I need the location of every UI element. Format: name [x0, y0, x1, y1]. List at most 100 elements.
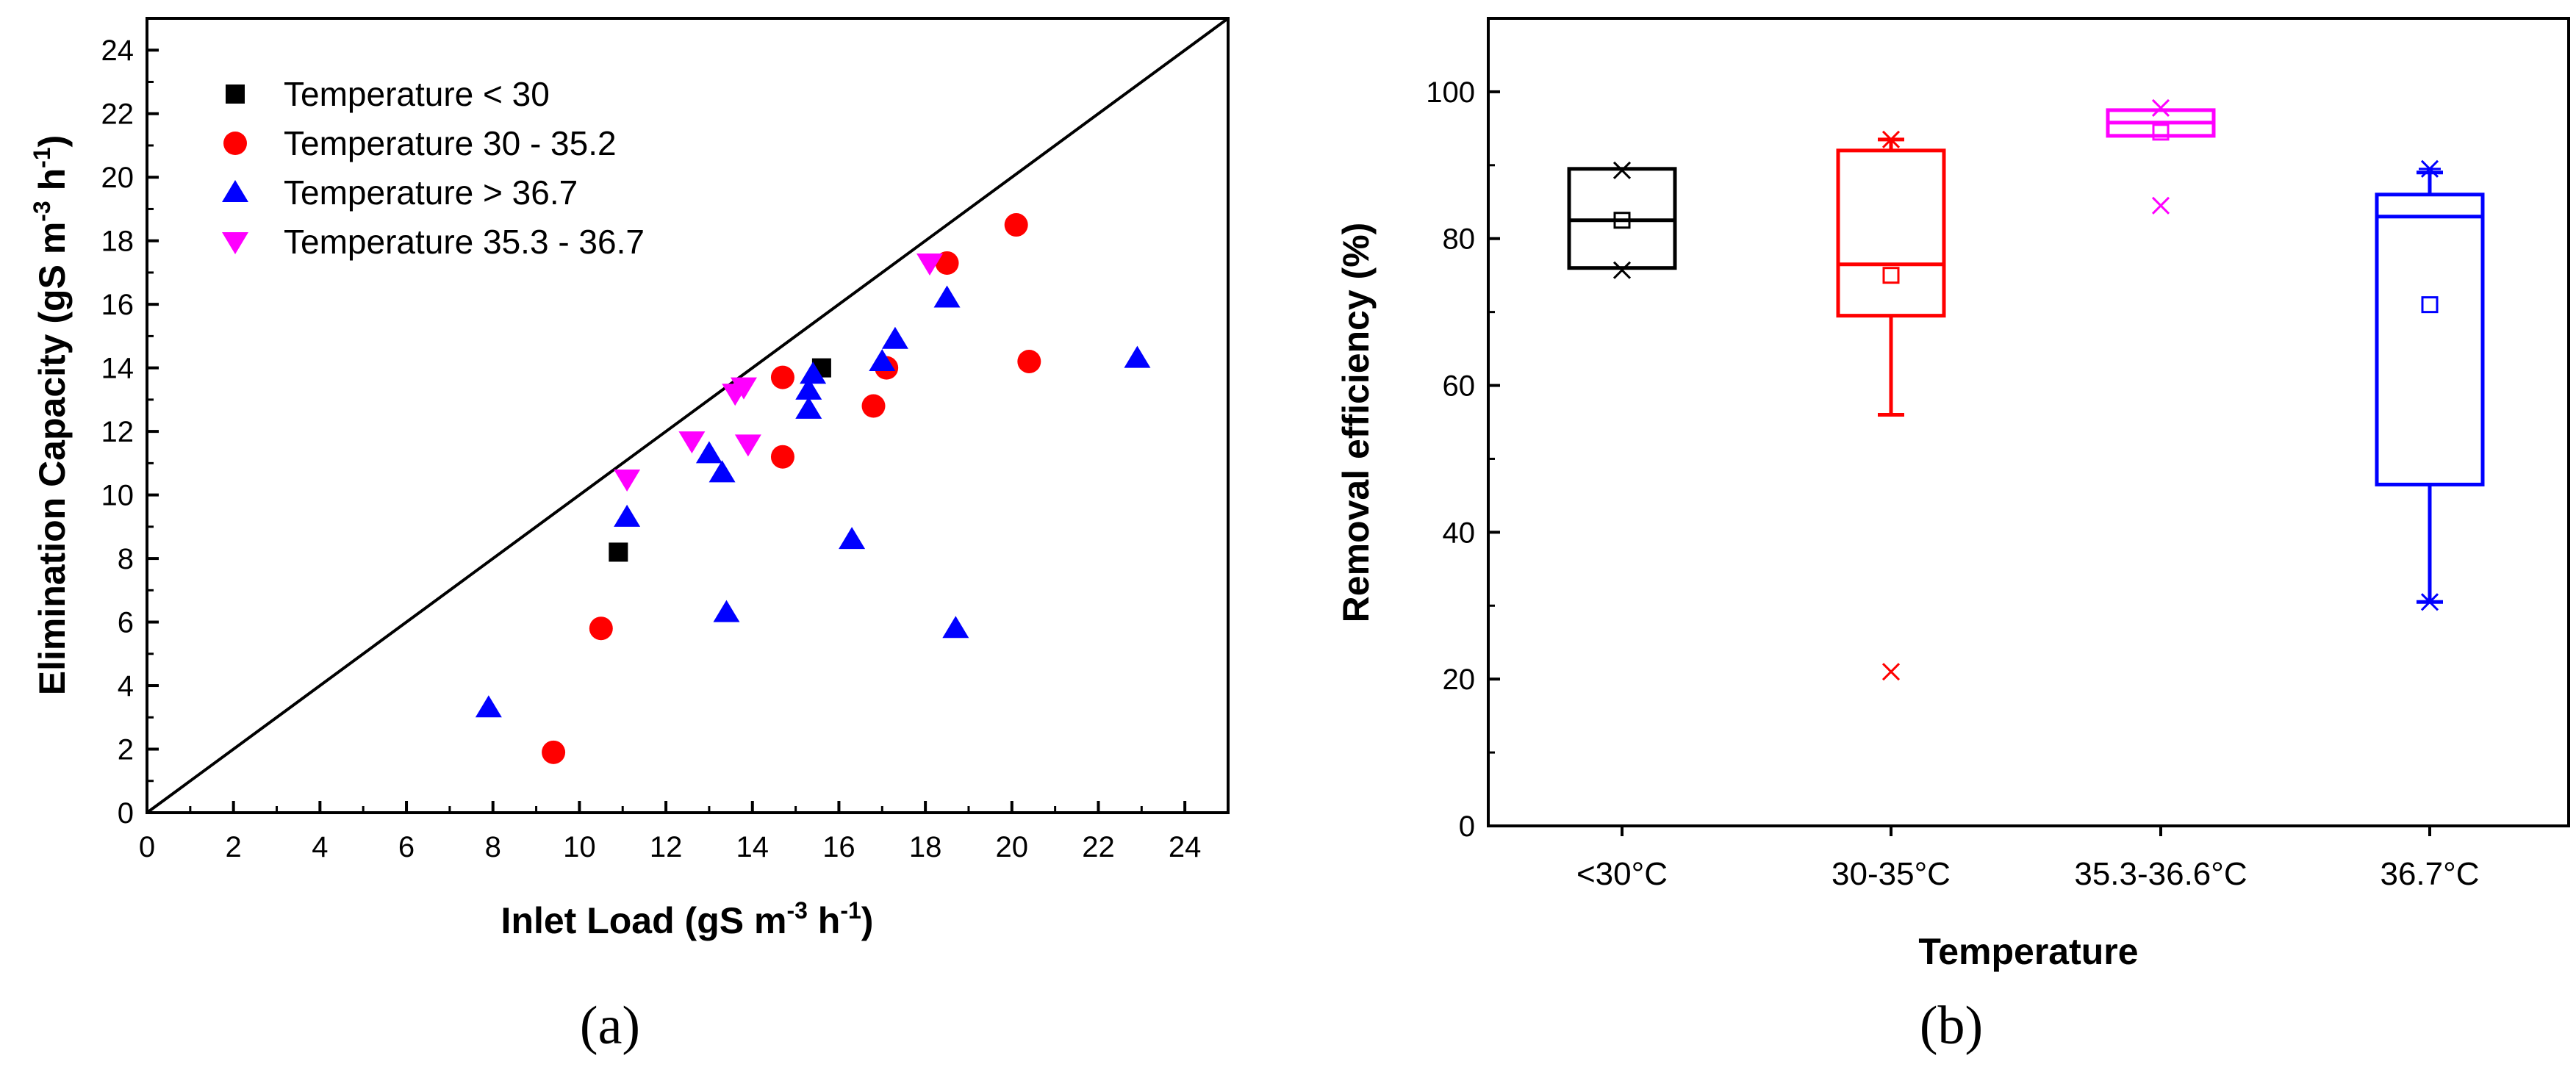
- scatter-point: [933, 285, 961, 308]
- x-mark-stroke: [2151, 196, 2170, 215]
- box-body: [2375, 193, 2485, 486]
- legend-label: Temperature 35.3 - 36.7: [284, 223, 645, 261]
- box-body: [1836, 148, 1946, 318]
- y-tick-label: 40: [1443, 517, 1476, 549]
- x-tick-label: 14: [736, 831, 769, 863]
- legend-marker: [223, 132, 247, 155]
- legend-marker: [222, 180, 248, 202]
- y-tick-label: 0: [1459, 810, 1475, 843]
- y-tick-label: 10: [101, 480, 134, 512]
- scatter-point: [609, 542, 628, 562]
- y-tick-label: 8: [118, 543, 134, 575]
- y-tick-label: 6: [118, 607, 134, 639]
- x-tick-label: 16: [822, 831, 855, 863]
- box-min-marker: [2419, 593, 2441, 611]
- boxplot-y-axis-title: Removal efficiency (%): [1335, 223, 1377, 623]
- box-max-marker: [1612, 161, 1632, 179]
- box-mean: [1882, 267, 1900, 284]
- y-tick-label: 0: [118, 797, 134, 830]
- box-min-marker: [1612, 261, 1632, 279]
- box-outlier: [1881, 663, 1901, 681]
- y-tick-label: 4: [118, 670, 134, 702]
- scatter-point: [475, 695, 502, 718]
- box-3: [2375, 159, 2485, 611]
- y-tick-label: 60: [1443, 370, 1476, 403]
- x-tick-label: 24: [1169, 831, 1202, 863]
- scatter-point: [795, 377, 822, 400]
- x-tick-label: 30-35°C: [1831, 856, 1951, 892]
- scatter-point: [795, 396, 822, 419]
- scatter-point: [730, 377, 757, 400]
- y-tick-label: 2: [118, 734, 134, 766]
- x-tick-label: 36.7°C: [2380, 856, 2479, 892]
- boxplot-x-axis-title: Temperature: [1918, 931, 2138, 972]
- scatter-point: [861, 394, 886, 418]
- scatter-point: [839, 527, 866, 550]
- panel-b-label: (b): [1920, 996, 1983, 1056]
- scatter-point: [614, 469, 641, 492]
- x-mark-stroke: [1612, 161, 1632, 179]
- y-tick-label: 20: [1443, 664, 1476, 696]
- x-tick-label: 20: [996, 831, 1029, 863]
- x-tick-label: 2: [226, 831, 242, 863]
- box-1: [1836, 130, 1946, 681]
- scatter-point: [678, 431, 706, 454]
- box-mean: [2152, 123, 2170, 141]
- x-mark-stroke: [2151, 98, 2170, 117]
- scatter-point: [869, 348, 896, 371]
- scatter-point: [695, 441, 722, 464]
- scatter-point: [881, 326, 908, 349]
- box-max-marker: [1880, 130, 1902, 148]
- scatter-data-points: [475, 213, 1151, 764]
- x-tick-label: 12: [650, 831, 683, 863]
- box-mean: [2421, 296, 2439, 314]
- x-tick-label: 8: [485, 831, 501, 863]
- box-outlier: [2151, 196, 2170, 215]
- x-tick-label: 6: [398, 831, 415, 863]
- scatter-panel: 0 2 4 6 8 10 12 14 16 18 20 22 240246810121416182022…: [29, 17, 1230, 1056]
- scatter-point: [614, 504, 641, 527]
- scatter-point: [916, 253, 944, 276]
- boxplot-axis-ticks: 0 20 40 60 80 100 <30°C 30-35°C 35.3-36.6°C 36.7°…: [1426, 76, 2479, 892]
- boxplot-boxes: [1567, 98, 2485, 681]
- y-tick-label: 18: [101, 226, 134, 258]
- scatter-point: [713, 600, 740, 622]
- boxplot-plot-frame: [1487, 17, 2570, 827]
- scatter-point: [542, 740, 566, 764]
- scatter-point: [770, 445, 794, 469]
- scatter-point: [1017, 349, 1041, 373]
- box-2: [2106, 98, 2216, 215]
- x-mark-stroke: [1612, 261, 1632, 279]
- legend-marker: [226, 85, 245, 104]
- y-tick-label: 22: [101, 98, 134, 131]
- box-0: [1567, 161, 1677, 279]
- legend-marker: [222, 232, 248, 254]
- y-tick-label: 12: [101, 416, 134, 448]
- x-tick-label: 35.3-36.6°C: [2074, 856, 2247, 892]
- box-max-marker: [2151, 98, 2170, 117]
- scatter-y-axis-title: Elimination Capacity (gS m-3 h-1): [29, 135, 73, 696]
- boxplot-panel: 0 20 40 60 80 100 <30°C 30-35°C 35.3-36.6°C 36.7°…: [1335, 17, 2570, 1056]
- scatter-reference-line: [146, 17, 1230, 814]
- legend-label: Temperature 30 - 35.2: [284, 124, 617, 162]
- legend-label: Temperature < 30: [284, 75, 550, 113]
- scatter-point: [708, 460, 736, 483]
- scatter-point: [935, 251, 959, 275]
- scatter-point: [589, 616, 613, 641]
- scatter-point: [734, 434, 761, 457]
- x-tick-label: <30°C: [1576, 856, 1668, 892]
- y-tick-label: 80: [1443, 223, 1476, 256]
- y-tick-label: 24: [101, 35, 134, 67]
- scatter-axis-ticks: 0 2 4 6 8 10 12 14 16 18 20 22 240246810121416182022…: [101, 35, 1202, 863]
- y-tick-label: 14: [101, 353, 134, 385]
- scatter-point: [770, 365, 794, 389]
- box-mean: [1613, 212, 1631, 229]
- scatter-point: [1124, 345, 1151, 368]
- x-tick-label: 18: [909, 831, 942, 863]
- y-tick-label: 20: [101, 162, 134, 194]
- scatter-x-axis-title: Inlet Load (gS m-3 h-1): [501, 897, 874, 941]
- y-tick-label: 100: [1426, 76, 1475, 109]
- scatter-point: [1004, 213, 1028, 237]
- scatter-plot-frame: [146, 17, 1230, 814]
